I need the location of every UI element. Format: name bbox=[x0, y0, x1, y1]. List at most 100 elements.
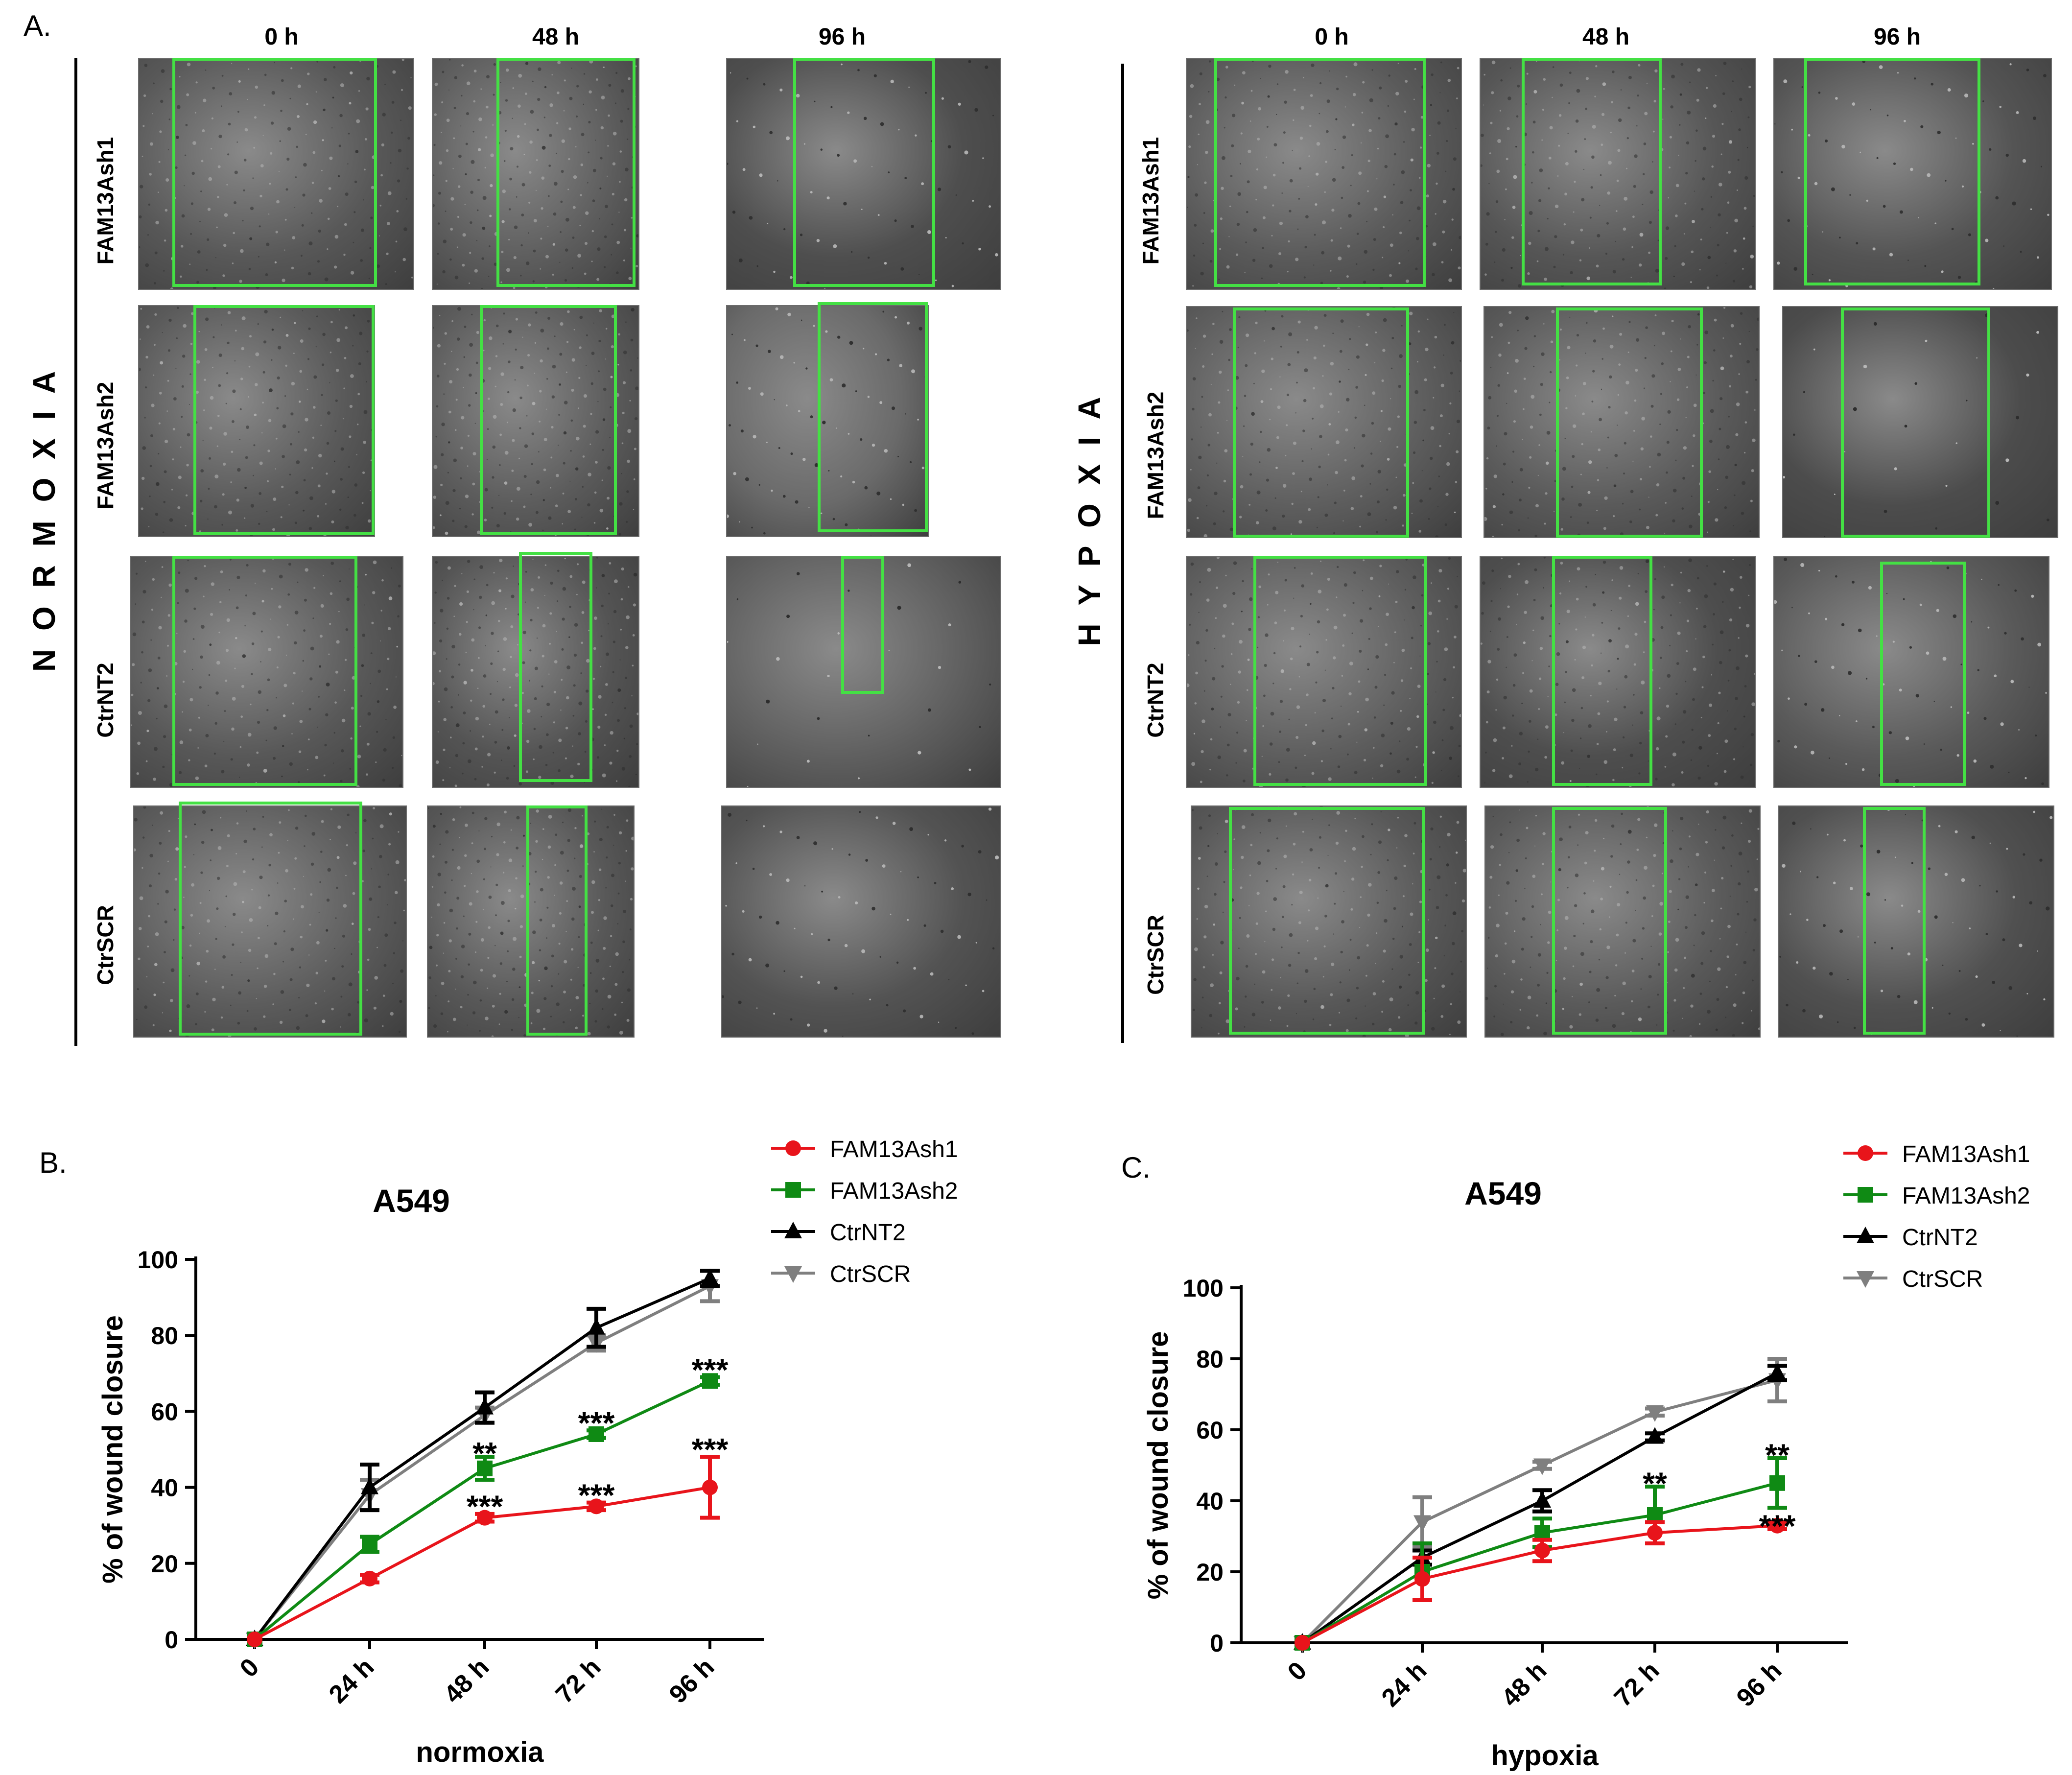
data-point-CtrNT2 bbox=[1768, 1363, 1786, 1380]
data-point-FAM13Ash2 bbox=[702, 1373, 718, 1389]
micrograph-tile bbox=[1773, 58, 2052, 290]
panel-c-label: C. bbox=[1121, 1151, 1151, 1184]
x-axis-label: hypoxia bbox=[1491, 1740, 1599, 1772]
wound-gap-box bbox=[193, 305, 375, 535]
legend-label-FAM13Ash1: FAM13Ash1 bbox=[1902, 1141, 2030, 1167]
data-point-FAM13Ash1 bbox=[477, 1510, 493, 1526]
significance-label: *** bbox=[692, 1352, 729, 1387]
data-point-CtrNT2 bbox=[588, 1318, 605, 1335]
y-tick-label: 80 bbox=[1196, 1346, 1224, 1373]
legend-marker-CtrNT2 bbox=[784, 1222, 802, 1238]
wound-gap-box bbox=[1229, 807, 1425, 1035]
x-tick-label: 72 h bbox=[1609, 1656, 1665, 1712]
chart-1 bbox=[1230, 1145, 1887, 1653]
wound-gap-box bbox=[1552, 556, 1652, 786]
micrograph-tile bbox=[1186, 306, 1462, 538]
data-point-FAM13Ash2 bbox=[1769, 1475, 1785, 1491]
micrograph-tile bbox=[1782, 306, 2058, 538]
significance-label: ** bbox=[1765, 1438, 1789, 1473]
wound-gap-box bbox=[480, 305, 617, 535]
panel-a-label: A. bbox=[24, 9, 51, 42]
hypoxia-col-header-96h: 96 h bbox=[1873, 24, 1921, 50]
wound-gap-box bbox=[1804, 58, 1980, 285]
wound-gap-box bbox=[1522, 58, 1662, 285]
legend-marker-CtrSCR bbox=[784, 1266, 802, 1283]
wound-gap-box bbox=[496, 58, 636, 287]
y-tick-label: 100 bbox=[138, 1246, 178, 1274]
data-point-CtrNT2 bbox=[361, 1477, 378, 1494]
y-tick-label: 40 bbox=[151, 1474, 178, 1502]
x-tick-label: 0 bbox=[1282, 1656, 1312, 1686]
data-point-FAM13Ash2 bbox=[589, 1426, 604, 1442]
legend-marker-FAM13Ash2 bbox=[785, 1182, 801, 1198]
legend-marker-FAM13Ash1 bbox=[1858, 1145, 1873, 1161]
x-tick-label: 48 h bbox=[1496, 1656, 1553, 1712]
data-point-FAM13Ash1 bbox=[702, 1479, 718, 1495]
wound-gap-box bbox=[1863, 807, 1926, 1035]
y-axis-label: % of wound closure bbox=[97, 1315, 129, 1584]
wound-gap-box bbox=[519, 552, 592, 782]
chart-title: A549 bbox=[1464, 1175, 1542, 1211]
wound-gap-box bbox=[526, 805, 588, 1036]
x-tick-label: 24 h bbox=[1376, 1656, 1433, 1712]
y-tick-label: 60 bbox=[1196, 1417, 1224, 1444]
micrograph-tile bbox=[138, 305, 375, 537]
y-tick-label: 40 bbox=[1196, 1488, 1224, 1515]
y-tick-label: 20 bbox=[151, 1550, 178, 1578]
x-tick-label: 24 h bbox=[324, 1653, 380, 1709]
significance-label: *** bbox=[1759, 1509, 1796, 1544]
panel-b-label: B. bbox=[39, 1146, 67, 1179]
micrograph-tile bbox=[721, 805, 1001, 1038]
x-axis-label: normoxia bbox=[416, 1736, 544, 1768]
data-point-FAM13Ash2 bbox=[362, 1537, 377, 1552]
normoxia-col-header-96h: 96 h bbox=[818, 24, 866, 50]
x-tick-label: 0 bbox=[235, 1653, 264, 1682]
wound-gap-box bbox=[1880, 562, 1966, 786]
data-point-FAM13Ash1 bbox=[247, 1632, 262, 1647]
legend-label-CtrSCR: CtrSCR bbox=[1902, 1266, 1983, 1292]
x-tick-label: 96 h bbox=[1731, 1656, 1788, 1712]
significance-label: *** bbox=[467, 1489, 503, 1524]
micrograph-tile bbox=[1773, 556, 2049, 788]
x-tick-label: 48 h bbox=[439, 1653, 495, 1709]
legend-label-CtrSCR: CtrSCR bbox=[830, 1261, 911, 1287]
hypoxia-col-header-0h: 0 h bbox=[1315, 24, 1349, 50]
wound-gap-box bbox=[1841, 308, 1990, 538]
hypoxia-col-header-48h: 48 h bbox=[1582, 24, 1630, 50]
wound-gap-box bbox=[793, 58, 935, 287]
wound-gap-box bbox=[1253, 556, 1427, 786]
micrograph-tile bbox=[130, 556, 403, 788]
hypoxia-divider bbox=[1121, 64, 1124, 1043]
y-tick-label: 60 bbox=[151, 1398, 178, 1425]
micrograph-tile bbox=[1191, 805, 1467, 1038]
wound-gap-box bbox=[1233, 308, 1409, 538]
y-axis-label: % of wound closure bbox=[1142, 1331, 1174, 1600]
micrograph-tile bbox=[432, 305, 639, 537]
wound-gap-box bbox=[179, 802, 362, 1036]
significance-label: ** bbox=[1643, 1466, 1667, 1501]
y-tick-label: 20 bbox=[1196, 1559, 1224, 1586]
normoxia-col-header-48h: 48 h bbox=[532, 24, 580, 50]
data-point-FAM13Ash1 bbox=[362, 1570, 377, 1586]
wound-gap-box bbox=[818, 302, 928, 532]
y-tick-label: 0 bbox=[165, 1626, 178, 1654]
wound-gap-box bbox=[1552, 807, 1667, 1035]
micrograph-tile bbox=[1186, 58, 1462, 290]
micrograph-tile bbox=[432, 556, 639, 788]
data-point-CtrNT2 bbox=[1533, 1491, 1551, 1508]
data-point-CtrNT2 bbox=[701, 1268, 719, 1285]
micrograph-tile bbox=[1480, 556, 1756, 788]
legend-label-FAM13Ash2: FAM13Ash2 bbox=[1902, 1183, 2030, 1209]
x-tick-label: 72 h bbox=[550, 1653, 607, 1709]
data-point-CtrSCR bbox=[1413, 1515, 1431, 1532]
normoxia-col-header-0h: 0 h bbox=[264, 24, 299, 50]
data-point-FAM13Ash2 bbox=[477, 1460, 493, 1476]
legend-marker-CtrSCR bbox=[1857, 1271, 1874, 1288]
micrograph-tile bbox=[1480, 58, 1756, 290]
legend-label-CtrNT2: CtrNT2 bbox=[1902, 1225, 1978, 1251]
micrograph-tile bbox=[427, 805, 635, 1038]
significance-label: *** bbox=[578, 1405, 615, 1441]
legend-label-CtrNT2: CtrNT2 bbox=[830, 1220, 906, 1246]
micrograph-tile bbox=[1484, 805, 1761, 1038]
